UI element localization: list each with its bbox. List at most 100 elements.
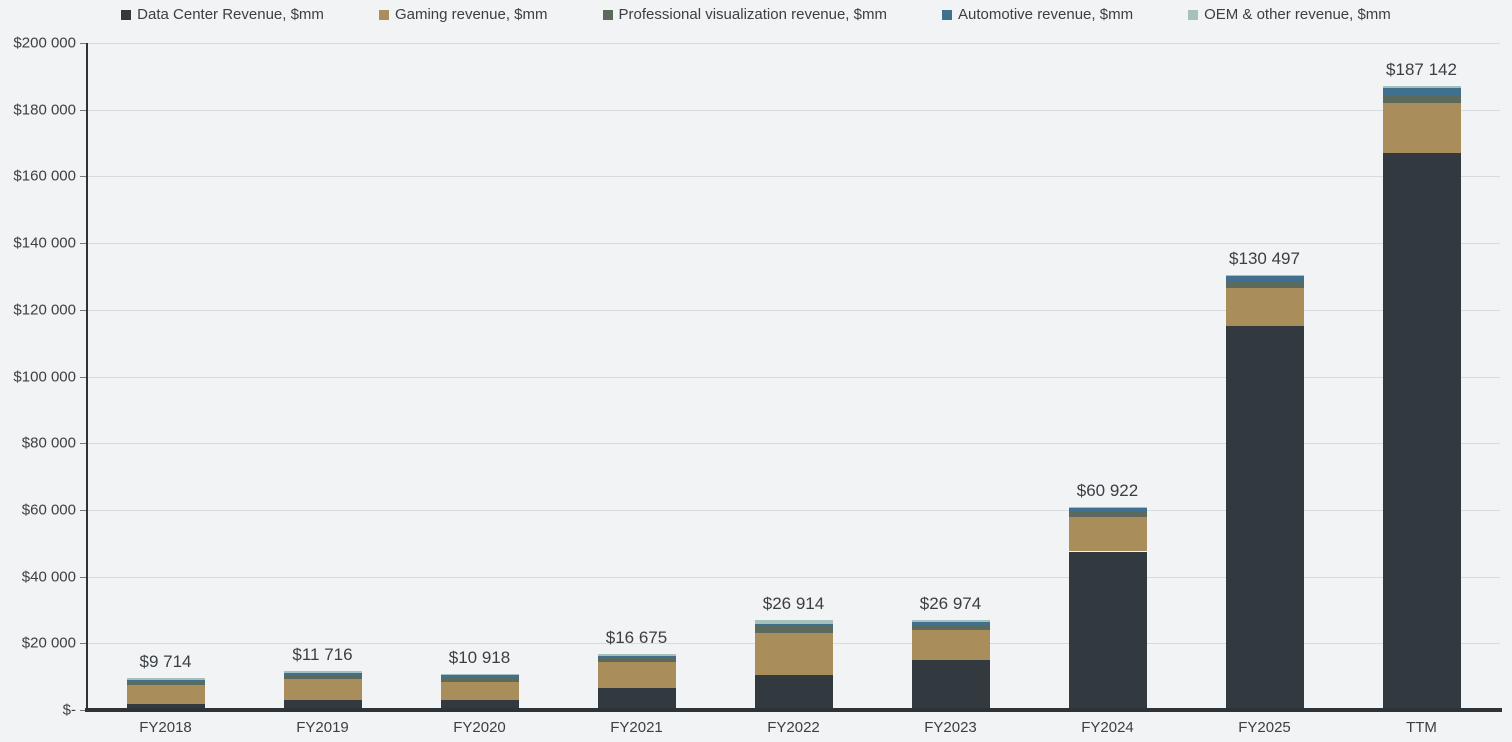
y-axis-tick: [80, 176, 87, 178]
bar-segment-professional-visualization: [1382, 95, 1461, 104]
y-axis-tick-label: $100 000: [13, 368, 76, 385]
x-axis-tick-label: FY2019: [296, 719, 349, 736]
bar-segment-professional-visualization: [126, 682, 205, 686]
legend-label: Data Center Revenue, $mm: [137, 6, 324, 23]
bar-total-label: $9 714: [139, 651, 192, 671]
bar-segment-automotive: [911, 621, 990, 625]
bar-segment-data-center: [126, 703, 205, 710]
legend-swatch-icon: [941, 9, 952, 20]
bar-segment-data-center: [440, 700, 519, 710]
bar-segment-data-center: [597, 687, 676, 710]
bar-segment-oem-other: [1382, 85, 1461, 88]
bar-total-label: $187 142: [1386, 59, 1457, 79]
legend-label: Professional visualization revenue, $mm: [618, 6, 887, 23]
bar-segment-gaming: [1382, 103, 1461, 154]
y-axis-tick: [80, 443, 87, 445]
bar-segment-automotive: [754, 624, 833, 626]
y-axis-tick-label: $40 000: [21, 568, 76, 586]
legend-item: Gaming revenue, $mm: [378, 6, 548, 23]
gridline: [87, 509, 1500, 511]
x-axis-tick-label: FY2024: [1081, 719, 1134, 736]
bar-segment-automotive: [283, 673, 362, 676]
legend-swatch-icon: [378, 9, 389, 20]
gridline: [87, 309, 1500, 311]
y-axis-tick-label: $200 000: [13, 34, 76, 52]
bar-total-label: $26 914: [762, 594, 825, 614]
bar-segment-automotive: [1068, 507, 1147, 512]
bar-total-label: $11 716: [292, 644, 353, 664]
bar-segment-data-center: [911, 659, 990, 710]
bar-total-label: $26 974: [919, 594, 982, 614]
bar-segment-automotive: [597, 656, 676, 659]
bar-segment-gaming: [283, 679, 362, 701]
x-axis-tick-label: FY2020: [453, 719, 506, 736]
bar-segment-gaming: [754, 633, 833, 675]
y-axis-tick: [80, 643, 87, 645]
legend-item: Professional visualization revenue, $mm: [602, 6, 887, 23]
x-axis-tick-label: FY2025: [1238, 719, 1291, 736]
bar-segment-oem-other: [597, 654, 676, 657]
x-axis-tick-label: FY2018: [139, 719, 192, 736]
y-axis-tick-label: $140 000: [13, 234, 76, 252]
bar-total-label: $60 922: [1076, 480, 1139, 500]
y-axis-tick-label: $180 000: [13, 101, 76, 119]
bar-segment-data-center: [1225, 325, 1304, 710]
legend-label: Automotive revenue, $mm: [957, 6, 1134, 23]
y-axis-tick: [80, 309, 87, 311]
legend-label: Gaming revenue, $mm: [394, 6, 548, 23]
bar-segment-gaming: [126, 685, 205, 704]
x-axis-tick-label: TTM: [1406, 719, 1437, 736]
y-axis-tick-label: $120 000: [13, 301, 76, 319]
legend-item: OEM & other revenue, $mm: [1188, 6, 1391, 23]
bar-segment-professional-visualization: [440, 677, 519, 682]
gridline: [87, 43, 1500, 44]
bar-segment-professional-visualization: [1068, 511, 1147, 517]
gridline: [87, 243, 1500, 245]
chart-legend: Data Center Revenue, $mm Gaming revenue, …: [0, 6, 1512, 23]
bar-segment-professional-visualization: [911, 624, 990, 630]
bar-segment-data-center: [754, 674, 833, 710]
y-axis-tick: [80, 376, 87, 378]
y-axis-tick: [80, 109, 87, 111]
bar-segment-automotive: [126, 680, 205, 683]
x-axis-tick-label: FY2023: [924, 719, 977, 736]
x-axis-tick-label: FY2022: [767, 719, 820, 736]
legend-swatch-icon: [602, 9, 613, 20]
y-axis-tick: [80, 243, 87, 245]
legend-item: Data Center Revenue, $mm: [121, 6, 324, 23]
bar-total-label: $130 497: [1229, 248, 1300, 268]
bar-segment-professional-visualization: [1225, 281, 1304, 288]
y-axis-tick-label: $-: [62, 701, 76, 719]
y-axis-tick-label: $160 000: [13, 167, 76, 185]
gridline: [87, 109, 1500, 111]
bar-segment-gaming: [911, 629, 990, 660]
y-axis-tick: [80, 576, 87, 578]
bar-segment-professional-visualization: [283, 675, 362, 680]
bar-segment-oem-other: [440, 673, 519, 676]
bar-segment-oem-other: [1225, 274, 1304, 277]
bar-segment-professional-visualization: [754, 626, 833, 634]
y-axis-tick: [80, 43, 87, 44]
legend-swatch-icon: [1188, 9, 1199, 20]
y-axis-tick: [80, 509, 87, 511]
y-axis-tick-label: $80 000: [21, 434, 76, 452]
bar-segment-data-center: [1068, 551, 1147, 710]
bar-segment-gaming: [440, 681, 519, 701]
x-axis-tick-label: FY2021: [610, 719, 663, 736]
legend-swatch-icon: [121, 9, 132, 20]
bar-segment-data-center: [283, 700, 362, 710]
y-axis-line: [86, 43, 88, 710]
gridline: [87, 176, 1500, 178]
bar-segment-oem-other: [1068, 506, 1147, 508]
y-axis-tick: [80, 710, 87, 711]
bar-segment-gaming: [597, 661, 676, 688]
bar-segment-professional-visualization: [597, 658, 676, 662]
gridline: [87, 443, 1500, 445]
y-axis-tick-label: $60 000: [21, 501, 76, 519]
y-axis-tick-label: $20 000: [21, 634, 76, 652]
bar-segment-gaming: [1225, 288, 1304, 326]
bar-segment-automotive: [1225, 276, 1304, 282]
bar-total-label: $16 675: [605, 628, 668, 648]
bar-segment-oem-other: [754, 620, 833, 625]
